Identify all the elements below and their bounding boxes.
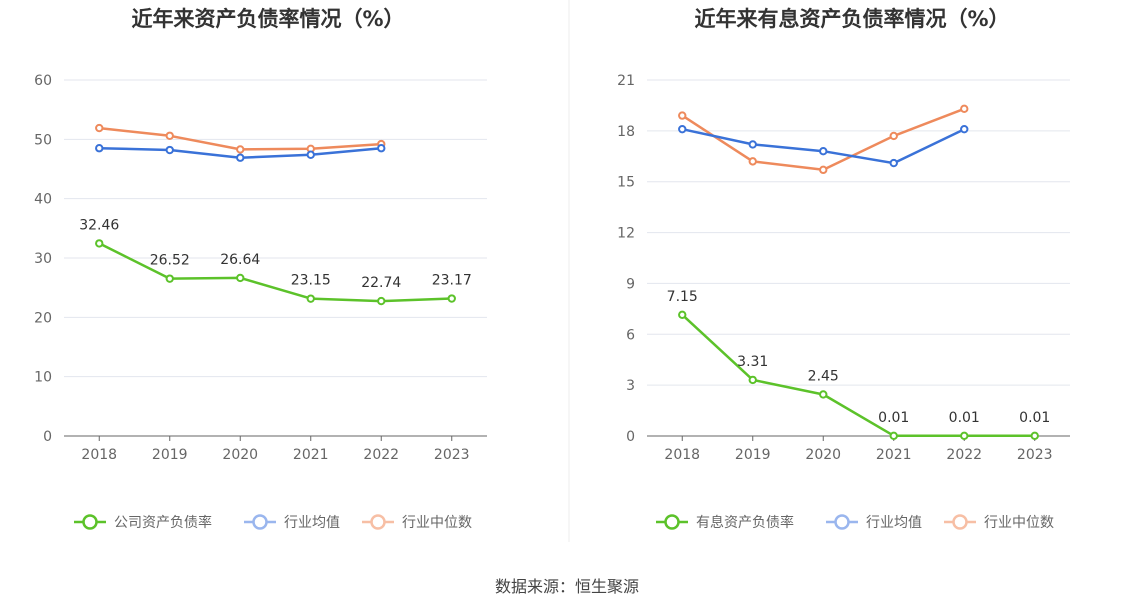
chart-debt-ratio: 近年来资产负债率情况（%） 0 10 20 30 40 50 60 2018 2019 2020 20… (34, 7, 487, 531)
data-label: 7.15 (667, 289, 698, 305)
legend-item: 行业中位数 (362, 514, 472, 531)
x-tick-label: 2018 (664, 447, 700, 463)
data-label: 23.17 (432, 273, 472, 289)
data-point (377, 296, 386, 306)
x-tick-label: 2023 (434, 447, 470, 463)
data-point (889, 158, 898, 168)
data-point (306, 150, 315, 159)
data-point (748, 157, 757, 166)
data-label: 22.74 (361, 275, 401, 291)
y-tick-label: 12 (617, 226, 635, 242)
data-point (678, 111, 687, 120)
data-label: 0.01 (878, 410, 909, 426)
data-point (819, 165, 828, 175)
data-point (678, 124, 687, 134)
series-line-1 (682, 127, 965, 165)
data-point (165, 145, 174, 155)
x-tick-label: 2020 (222, 447, 258, 463)
x-tick-label: 2021 (293, 447, 329, 463)
y-tick-label: 18 (617, 124, 635, 140)
y-tick-label: 10 (34, 370, 52, 386)
data-point (236, 153, 245, 162)
data-point (889, 131, 898, 141)
data-point (95, 123, 104, 133)
data-point (306, 294, 315, 303)
legend-label: 行业均值 (866, 515, 922, 531)
y-tick-label: 60 (34, 73, 52, 89)
y-tick-label: 50 (34, 132, 52, 148)
y-tick-label: 3 (626, 378, 635, 394)
x-tick-label: 2019 (735, 447, 771, 463)
data-source: 数据来源：恒生聚源 (495, 577, 639, 596)
series-line-0 (681, 313, 1035, 438)
legend-item: 公司资产负债率 (74, 514, 212, 531)
data-label: 0.01 (1019, 410, 1050, 426)
legend-marker (834, 514, 850, 530)
data-point (447, 294, 456, 303)
x-tick-label: 2023 (1017, 447, 1053, 463)
data-point (377, 144, 386, 153)
legend-marker (82, 514, 98, 530)
x-tick-label: 2022 (946, 447, 982, 463)
data-label: 3.31 (737, 354, 768, 370)
data-label: 2.45 (808, 368, 839, 384)
legend-marker (370, 514, 386, 530)
data-point (889, 431, 898, 441)
data-label: 0.01 (949, 410, 980, 426)
y-tick-label: 21 (617, 73, 635, 89)
data-point (960, 124, 969, 134)
chart-interest-debt-ratio: 近年来有息资产负债率情况（%） 0 3 6 9 12 15 18 21 2018 2019 2020 2… (617, 7, 1070, 531)
legend-label: 行业中位数 (402, 515, 472, 531)
y-tick-label: 15 (617, 175, 635, 191)
legend-item: 行业均值 (244, 514, 340, 531)
legend-item: 有息资产负债率 (656, 514, 794, 531)
data-point (960, 104, 969, 114)
y-tick-label: 6 (626, 327, 635, 343)
x-tick-label: 2022 (363, 447, 399, 463)
x-tick-label: 2019 (152, 447, 188, 463)
data-point (678, 310, 687, 319)
legend-item: 行业中位数 (944, 514, 1054, 531)
data-point (819, 390, 828, 399)
data-point (95, 239, 104, 248)
chart-title: 近年来资产负债率情况（%） (131, 7, 404, 31)
legend-label: 行业中位数 (984, 515, 1054, 531)
legend-label: 有息资产负债率 (696, 514, 794, 531)
legend-label: 公司资产负债率 (114, 514, 212, 531)
y-tick-label: 30 (34, 251, 52, 267)
y-tick-label: 9 (626, 276, 635, 292)
data-point (819, 147, 828, 156)
data-label: 26.52 (150, 253, 190, 269)
x-tick-label: 2021 (876, 447, 912, 463)
legend-marker (952, 514, 968, 530)
data-label: 23.15 (291, 273, 331, 289)
legend-marker (664, 514, 680, 530)
series-line-0 (98, 242, 452, 303)
y-tick-label: 20 (34, 310, 52, 326)
y-tick-label: 40 (34, 192, 52, 208)
data-point (748, 375, 757, 385)
data-point (165, 274, 174, 283)
legend-item: 行业均值 (826, 514, 922, 531)
chart-title: 近年来有息资产负债率情况（%） (694, 7, 1009, 31)
y-tick-label: 0 (626, 429, 635, 445)
data-point (95, 144, 104, 153)
y-tick-label: 0 (43, 429, 52, 445)
data-point (960, 431, 969, 441)
x-tick-label: 2018 (81, 447, 117, 463)
x-tick-label: 2020 (805, 447, 841, 463)
data-point (1030, 431, 1039, 441)
legend-marker (252, 514, 268, 530)
data-point (236, 273, 245, 283)
data-point (165, 131, 174, 140)
legend-label: 行业均值 (284, 515, 340, 531)
data-label: 26.64 (220, 252, 260, 268)
data-label: 32.46 (79, 217, 119, 233)
data-point (236, 145, 245, 154)
data-point (748, 140, 757, 149)
